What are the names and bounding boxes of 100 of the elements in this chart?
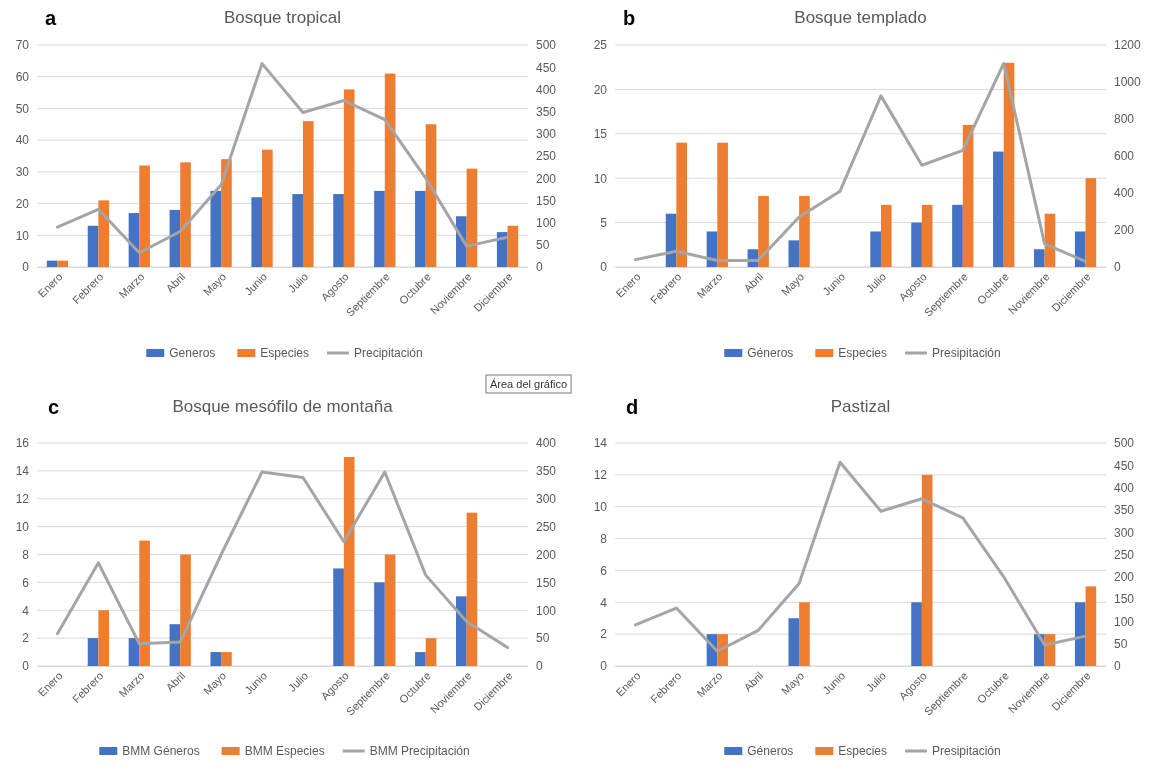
bar xyxy=(343,89,355,267)
legend-label: Especies xyxy=(838,744,888,758)
bar xyxy=(139,540,150,666)
y2-tick-label: 250 xyxy=(536,519,557,534)
y-tick-label: 20 xyxy=(15,196,30,211)
y2-tick-label: 0 xyxy=(536,659,543,674)
y-tick-label: 5 xyxy=(600,215,608,230)
y2-tick-label: 450 xyxy=(1114,458,1135,473)
bar xyxy=(1033,249,1045,267)
y2-tick-label: 50 xyxy=(536,238,550,253)
bar xyxy=(799,195,810,267)
y-tick-label: 10 xyxy=(15,519,30,534)
bar xyxy=(415,652,426,666)
legend-label: Generos xyxy=(169,346,216,360)
chart-title: Pastizal xyxy=(830,397,891,416)
bar xyxy=(98,610,110,666)
bar xyxy=(717,142,728,267)
y-tick-label: 4 xyxy=(22,603,30,618)
bar xyxy=(384,554,396,666)
bar xyxy=(466,512,478,666)
bar xyxy=(799,602,810,666)
bar xyxy=(415,190,426,267)
bar xyxy=(57,260,69,267)
y2-tick-label: 400 xyxy=(1114,186,1135,201)
bar xyxy=(870,231,881,267)
y-tick-label: 2 xyxy=(22,631,30,646)
legend-label: Presipitación xyxy=(932,744,1001,758)
bar xyxy=(210,190,222,267)
bar xyxy=(1085,586,1097,666)
y2-tick-label: 800 xyxy=(1114,112,1135,127)
legend-label: Géneros xyxy=(747,346,794,360)
y-tick-label: 14 xyxy=(593,436,608,451)
y-tick-label: 15 xyxy=(593,127,608,142)
bar xyxy=(180,554,191,666)
bar xyxy=(139,165,150,267)
y-tick-label: 10 xyxy=(593,500,608,515)
chart-title: Bosque templado xyxy=(794,8,927,27)
bar xyxy=(788,240,800,267)
bar xyxy=(374,190,385,267)
y-tick-label: 20 xyxy=(593,82,608,97)
bar xyxy=(333,568,344,666)
bar xyxy=(98,200,110,267)
y2-tick-label: 1000 xyxy=(1114,75,1142,90)
bar xyxy=(221,652,232,666)
y-tick-label: 2 xyxy=(600,627,608,642)
text: b xyxy=(623,7,636,29)
bar xyxy=(993,151,1004,267)
bar xyxy=(507,225,519,267)
y2-tick-label: 100 xyxy=(1114,614,1135,629)
bar xyxy=(210,652,222,666)
legend-label: Especies xyxy=(838,346,888,360)
bar xyxy=(466,168,478,267)
y2-tick-label: 300 xyxy=(1114,525,1135,540)
y-tick-label: 0 xyxy=(600,260,608,275)
bar xyxy=(384,73,396,267)
bar xyxy=(952,204,963,267)
y2-tick-label: 400 xyxy=(536,436,557,451)
legend-label: BMM Géneros xyxy=(122,744,200,758)
y2-tick-label: 450 xyxy=(536,60,557,75)
legend-label: Precipitación xyxy=(354,346,423,360)
bar xyxy=(1085,178,1097,267)
text: a xyxy=(45,7,57,29)
bar xyxy=(758,195,769,267)
y-tick-label: 4 xyxy=(600,595,608,610)
bar xyxy=(302,121,314,267)
y-tick-label: 0 xyxy=(22,260,30,275)
y2-tick-label: 400 xyxy=(536,82,557,97)
y-tick-label: 50 xyxy=(15,101,30,116)
line-series xyxy=(633,62,1088,263)
y-tick-label: 40 xyxy=(15,133,30,148)
bar xyxy=(180,162,191,267)
legend-label: BMM Especies xyxy=(244,744,325,758)
bar xyxy=(374,582,385,666)
y2-tick-label: 350 xyxy=(536,104,557,119)
y-tick-label: 60 xyxy=(15,70,30,85)
y-tick-label: 25 xyxy=(593,38,608,53)
y-tick-label: 8 xyxy=(600,531,608,546)
y2-tick-label: 200 xyxy=(536,547,557,562)
y2-tick-label: 200 xyxy=(536,171,557,186)
y-tick-label: 14 xyxy=(15,464,30,479)
y2-tick-label: 150 xyxy=(536,193,557,208)
y2-tick-label: 0 xyxy=(536,260,543,275)
text: c xyxy=(48,396,60,418)
y2-tick-label: 250 xyxy=(1114,547,1135,562)
y-tick-label: 0 xyxy=(22,659,30,674)
y2-tick-label: 0 xyxy=(1114,659,1121,674)
chart-title: Bosque mesófilo de montaña xyxy=(172,397,394,416)
y-tick-label: 10 xyxy=(593,171,608,186)
bar xyxy=(251,197,263,267)
y2-tick-label: 200 xyxy=(1114,223,1135,238)
y2-tick-label: 250 xyxy=(536,149,557,164)
bar xyxy=(921,204,933,267)
text: Área del gráfico xyxy=(490,378,568,390)
y2-tick-label: 50 xyxy=(536,631,550,646)
line-series xyxy=(55,470,510,650)
bar xyxy=(425,124,437,267)
y2-tick-label: 150 xyxy=(1114,592,1135,607)
y2-tick-label: 350 xyxy=(536,464,557,479)
y-tick-label: 0 xyxy=(600,659,608,674)
y-tick-label: 10 xyxy=(15,228,30,243)
